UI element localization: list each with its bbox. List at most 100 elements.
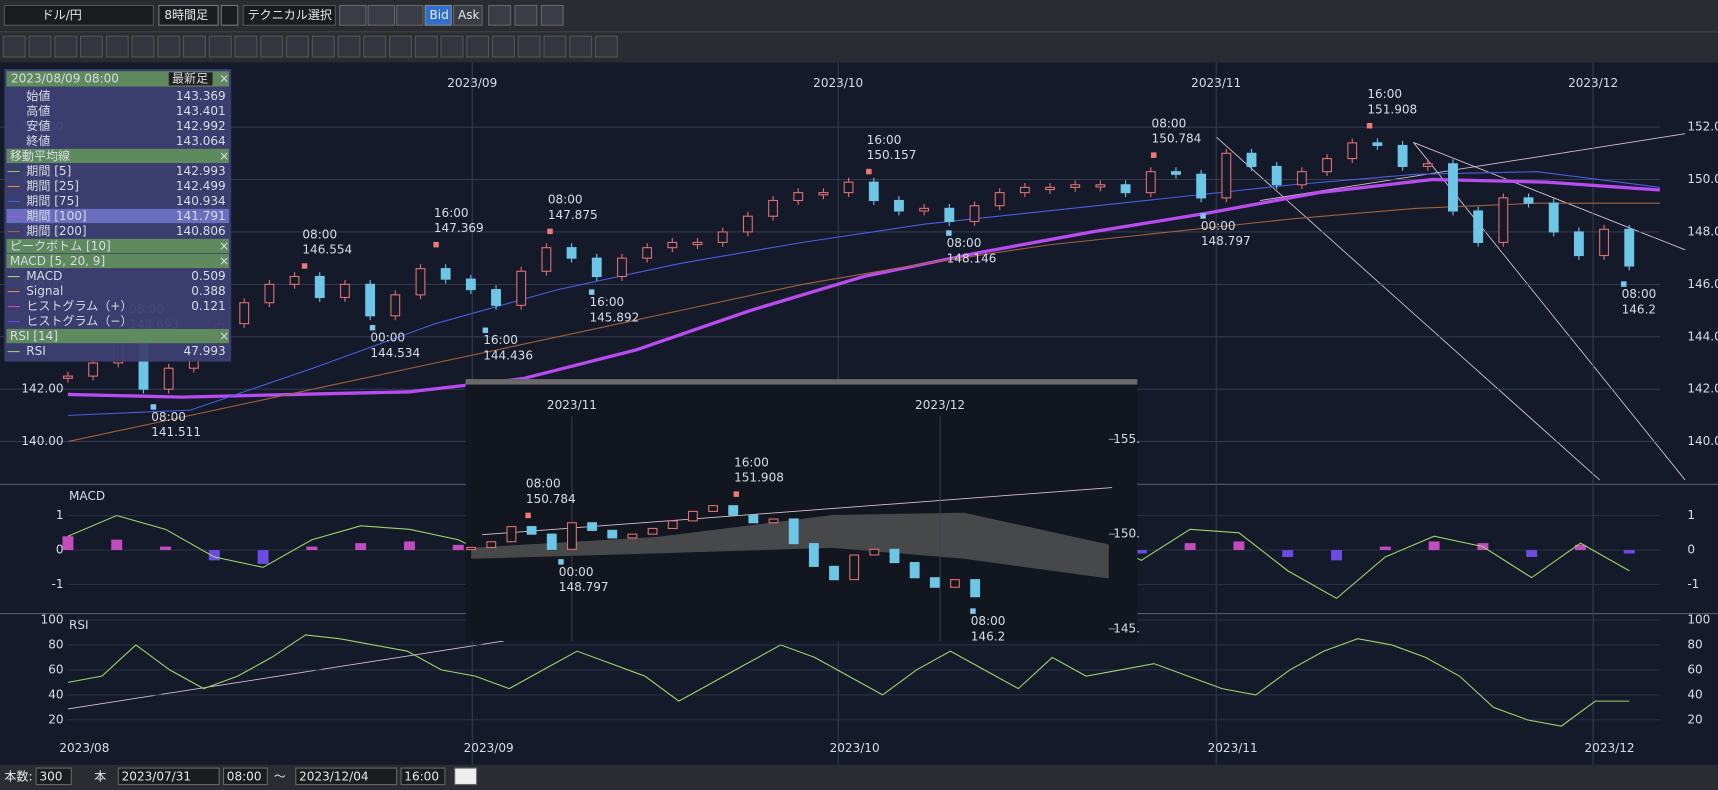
tool-button[interactable] [260, 35, 284, 58]
ask-button[interactable] [453, 4, 483, 26]
candle [667, 520, 678, 530]
zoom-in-button[interactable] [540, 4, 564, 26]
candle [829, 565, 839, 581]
close-button[interactable]: × [219, 149, 229, 163]
tool-button[interactable] [440, 35, 464, 58]
peak-time: 00:00 [1201, 219, 1236, 233]
y-tick-label: 150. [1113, 527, 1140, 541]
tool-button[interactable] [79, 35, 103, 58]
latest-button[interactable] [168, 72, 213, 86]
section-title: ピークボトム [10] [10, 239, 111, 253]
tool-button[interactable] [388, 35, 412, 58]
candle [1120, 184, 1131, 194]
peak-time: 16:00 [734, 455, 769, 469]
peak-marker [525, 512, 531, 519]
candle [516, 270, 527, 306]
tool-button[interactable] [285, 35, 309, 58]
row-label: 期間 [25] [26, 179, 79, 193]
pen-button[interactable] [339, 4, 367, 26]
candle [970, 579, 981, 598]
tool-button[interactable] [234, 35, 258, 58]
tool-button[interactable] [491, 35, 515, 58]
compare-button[interactable] [488, 4, 512, 26]
candle [526, 526, 537, 535]
timeframe-select[interactable] [158, 4, 219, 26]
close-button[interactable]: × [219, 329, 229, 343]
row-value: 143.369 [176, 89, 226, 103]
tool-button[interactable] [182, 35, 206, 58]
close-button[interactable]: × [219, 254, 229, 268]
tool-button[interactable] [363, 35, 387, 58]
x-tick-label: 2023/12 [1568, 76, 1618, 90]
count-label: 本数: [4, 768, 32, 783]
symbol-label: ドル/円 [42, 8, 82, 22]
candle [1448, 163, 1458, 212]
candle [491, 289, 501, 306]
tool-button[interactable] [517, 35, 541, 58]
tool-button[interactable] [466, 35, 490, 58]
candle [1019, 186, 1030, 194]
info-button[interactable] [367, 4, 395, 26]
histogram-bar [1428, 541, 1440, 551]
peak-time: 00:00 [559, 565, 594, 579]
tool-button[interactable] [543, 35, 567, 58]
candle [667, 241, 678, 249]
tool-button[interactable] [414, 35, 438, 58]
histogram-bar [1135, 550, 1147, 554]
tool-button[interactable] [54, 35, 78, 58]
tool-button[interactable] [105, 35, 129, 58]
peak-marker [1366, 122, 1373, 129]
symbol-select[interactable] [3, 4, 154, 26]
inset-titlebar[interactable] [465, 379, 1138, 385]
peak-time: 16:00 [589, 295, 624, 309]
peak-marker [1150, 152, 1157, 158]
end-date-input[interactable] [295, 767, 398, 786]
start-time: 08:00 [227, 769, 262, 783]
tool-button[interactable] [131, 35, 155, 58]
candle [289, 275, 300, 285]
tool-button[interactable] [337, 35, 361, 58]
candle [1523, 197, 1534, 204]
candle [88, 362, 99, 377]
tool-button[interactable] [28, 35, 52, 58]
candle [1322, 158, 1332, 173]
count-input[interactable] [35, 767, 72, 786]
close-button[interactable]: × [219, 239, 229, 253]
technical-select[interactable] [242, 4, 336, 26]
chart-button[interactable] [396, 4, 424, 26]
y-tick-label: 0 [56, 543, 64, 557]
candle [728, 505, 739, 516]
start-date-input[interactable] [117, 767, 220, 786]
close-button[interactable]: × [219, 71, 229, 85]
tool-button[interactable] [569, 35, 593, 58]
peak-marker [482, 327, 489, 334]
footer: 本数: 300 本 2023/07/31 08:00 〜 2023/12/04 16:00 [4, 768, 439, 783]
candle [909, 562, 920, 579]
histogram-bar [1623, 550, 1635, 554]
end-time-input[interactable] [400, 767, 446, 786]
y-tick-label: 1 [56, 508, 64, 522]
candle [415, 268, 426, 296]
peak-marker [1621, 281, 1627, 287]
tool-button[interactable] [594, 35, 618, 58]
tool-button[interactable] [208, 35, 232, 58]
timeframe-label: 8時間足 [164, 8, 208, 22]
zoom-out-button[interactable] [514, 4, 538, 26]
candle [541, 247, 552, 272]
timeframe-arrow[interactable] [220, 4, 239, 26]
tool-button[interactable] [2, 35, 26, 58]
start-time-input[interactable] [222, 767, 268, 786]
candle [1246, 152, 1257, 167]
y-tick-label: 152.00 [1687, 120, 1718, 134]
peak-value: 151.908 [1367, 102, 1417, 116]
tool-button[interactable] [157, 35, 181, 58]
histogram-bar [111, 539, 123, 551]
row-label: RSI [26, 344, 46, 358]
bid-button[interactable] [424, 4, 452, 26]
ask-label: Ask [458, 8, 480, 22]
y-tick-label-left: 142.00 [21, 382, 63, 396]
candle [1070, 184, 1081, 188]
end-time: 16:00 [404, 769, 439, 783]
apply-button[interactable] [454, 767, 478, 786]
tool-button[interactable] [311, 35, 335, 58]
